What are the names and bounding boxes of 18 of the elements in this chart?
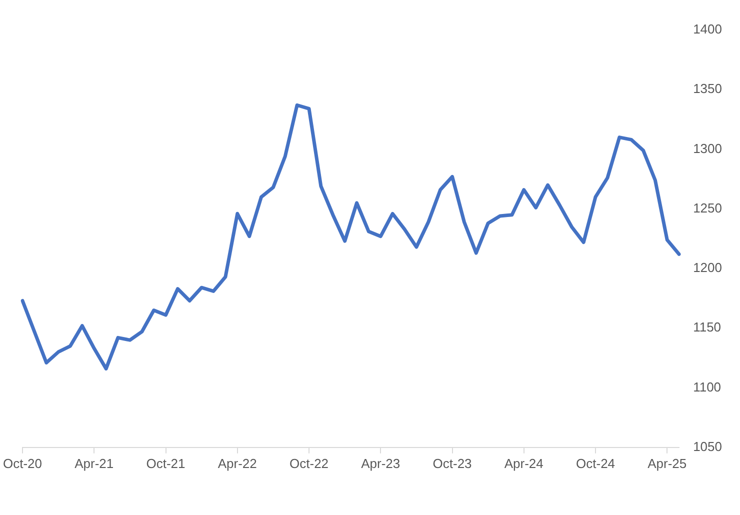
y-tick-label: 1200	[693, 260, 722, 276]
x-tick-label: Oct-20	[3, 456, 42, 471]
x-tick-label: Apr-23	[361, 456, 400, 471]
y-tick-label: 1050	[693, 438, 722, 454]
x-tick-label: Oct-21	[146, 456, 186, 471]
x-tick-label: Oct-23	[432, 456, 472, 471]
x-tick-label: Oct-22	[290, 456, 329, 471]
x-tick-label: Apr-24	[504, 456, 544, 471]
y-tick-label: 1100	[693, 379, 722, 394]
x-tick-label: Apr-22	[218, 456, 257, 471]
x-tick-label: Apr-25	[648, 456, 687, 471]
y-tick-label: 1150	[693, 320, 722, 335]
y-tick-label: 1250	[693, 200, 722, 216]
y-tick-label: 1350	[693, 81, 722, 96]
y-tick-label: 1300	[693, 140, 722, 156]
y-tick-label: 1400	[693, 22, 722, 37]
x-tick-label: Apr-21	[74, 456, 114, 471]
x-tick-label: Oct-24	[576, 456, 616, 471]
